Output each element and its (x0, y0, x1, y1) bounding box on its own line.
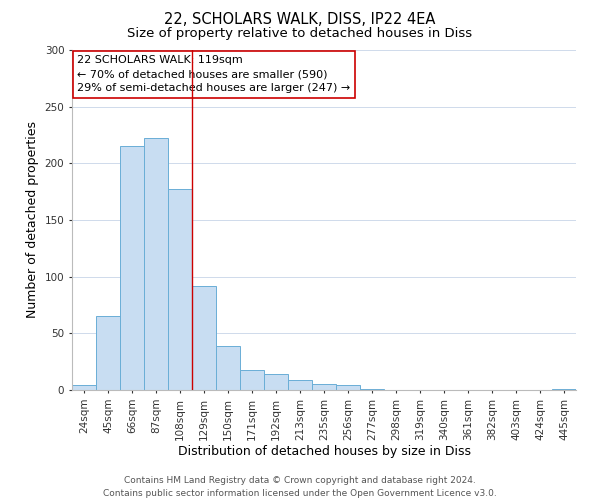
Text: 22, SCHOLARS WALK, DISS, IP22 4EA: 22, SCHOLARS WALK, DISS, IP22 4EA (164, 12, 436, 28)
Bar (168, 190, 192, 390)
X-axis label: Distribution of detached houses by size in Diss: Distribution of detached houses by size … (178, 446, 470, 458)
Bar (336, 386, 360, 390)
Text: Size of property relative to detached houses in Diss: Size of property relative to detached ho… (127, 28, 473, 40)
Bar (216, 346, 240, 390)
Bar (72, 386, 96, 390)
Bar (120, 146, 144, 390)
Bar (96, 316, 120, 390)
Bar (192, 286, 216, 390)
Text: Contains HM Land Registry data © Crown copyright and database right 2024.
Contai: Contains HM Land Registry data © Crown c… (103, 476, 497, 498)
Bar (552, 389, 576, 390)
Y-axis label: Number of detached properties: Number of detached properties (26, 122, 39, 318)
Bar (288, 380, 312, 390)
Bar (144, 138, 168, 390)
Bar (360, 389, 384, 390)
Text: 22 SCHOLARS WALK: 119sqm
← 70% of detached houses are smaller (590)
29% of semi-: 22 SCHOLARS WALK: 119sqm ← 70% of detach… (77, 55, 350, 93)
Bar (240, 370, 264, 390)
Bar (264, 374, 288, 390)
Bar (312, 384, 336, 390)
